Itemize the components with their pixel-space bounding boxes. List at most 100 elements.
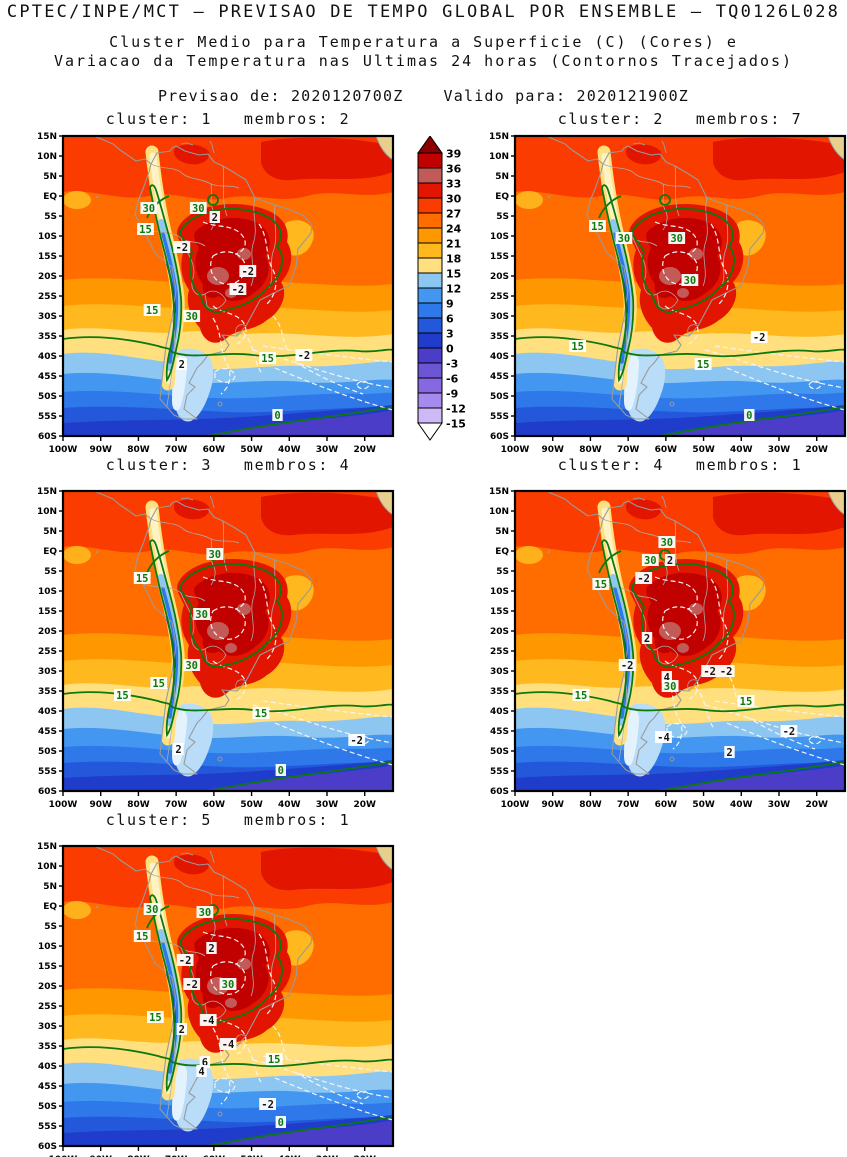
- svg-text:90W: 90W: [541, 800, 564, 810]
- svg-text:100W: 100W: [501, 445, 530, 455]
- svg-text:-2: -2: [298, 350, 311, 362]
- svg-text:-2: -2: [621, 660, 634, 672]
- svg-text:EQ: EQ: [495, 192, 509, 202]
- svg-text:36: 36: [446, 163, 462, 176]
- svg-text:35S: 35S: [490, 332, 509, 342]
- svg-text:15: 15: [149, 1012, 162, 1024]
- svg-text:90W: 90W: [89, 445, 112, 455]
- svg-text:-2: -2: [185, 979, 198, 991]
- page-title: CPTEC/INPE/MCT — PREVISAO DE TEMPO GLOBA…: [6, 2, 841, 22]
- svg-text:30: 30: [199, 907, 212, 919]
- svg-text:35S: 35S: [38, 1042, 57, 1052]
- svg-text:33: 33: [446, 178, 461, 191]
- svg-text:55S: 55S: [38, 1122, 57, 1132]
- svg-text:60W: 60W: [655, 800, 678, 810]
- map-cluster-4: 15N 10N 5N EQ 5S 10S 15S 20S 25S 30S 35S 40S 45S 50S 5…: [489, 487, 847, 810]
- svg-text:30: 30: [142, 203, 155, 215]
- svg-text:10N: 10N: [489, 152, 509, 162]
- svg-text:90W: 90W: [89, 800, 112, 810]
- svg-text:10N: 10N: [37, 862, 57, 872]
- svg-text:70W: 70W: [165, 800, 188, 810]
- svg-text:40S: 40S: [490, 352, 509, 362]
- svg-text:60S: 60S: [490, 432, 509, 442]
- map-cluster-5: 15N 10N 5N EQ 5S 10S 15S 20S 25S 30S 35S 40S 45S 50S 5…: [37, 842, 395, 1157]
- svg-text:50S: 50S: [38, 747, 57, 757]
- svg-text:15: 15: [591, 221, 604, 233]
- svg-text:5S: 5S: [496, 212, 509, 222]
- svg-text:24: 24: [446, 223, 462, 236]
- svg-text:50W: 50W: [692, 800, 715, 810]
- svg-text:70W: 70W: [165, 445, 188, 455]
- svg-text:15S: 15S: [38, 962, 57, 972]
- svg-text:15: 15: [116, 690, 129, 702]
- svg-text:2: 2: [726, 747, 732, 759]
- svg-text:4: 4: [664, 672, 670, 684]
- svg-text:50S: 50S: [490, 392, 509, 402]
- svg-text:-2: -2: [753, 332, 766, 344]
- map-cluster-2: 15N 10N 5N EQ 5S 10S 15S 20S 25S 30S 35S 40S 45S 50S 5…: [489, 132, 847, 455]
- svg-text:12: 12: [446, 283, 461, 296]
- svg-text:15: 15: [571, 341, 584, 353]
- svg-text:80W: 80W: [127, 800, 150, 810]
- svg-text:9: 9: [446, 298, 454, 311]
- svg-text:80W: 80W: [127, 1155, 150, 1157]
- svg-text:30: 30: [185, 660, 198, 672]
- svg-text:30W: 30W: [316, 445, 339, 455]
- svg-text:30W: 30W: [768, 800, 791, 810]
- svg-text:15: 15: [575, 690, 588, 702]
- svg-text:20S: 20S: [490, 627, 509, 637]
- svg-text:15S: 15S: [490, 252, 509, 262]
- svg-text:55S: 55S: [38, 767, 57, 777]
- svg-text:-2: -2: [175, 242, 188, 254]
- svg-text:-6: -6: [446, 373, 459, 386]
- forecast-times-line: Previsao de: 2020120700Z Valido para: 202…: [0, 87, 847, 105]
- svg-text:30S: 30S: [38, 667, 57, 677]
- svg-text:25S: 25S: [490, 647, 509, 657]
- svg-text:-3: -3: [446, 358, 458, 371]
- svg-text:25S: 25S: [38, 292, 57, 302]
- svg-text:-2: -2: [637, 573, 650, 585]
- svg-text:15: 15: [139, 224, 152, 236]
- svg-text:-2: -2: [261, 1099, 274, 1111]
- svg-text:15N: 15N: [37, 842, 57, 852]
- svg-text:EQ: EQ: [495, 547, 509, 557]
- svg-text:25S: 25S: [490, 292, 509, 302]
- svg-text:-4: -4: [657, 732, 670, 744]
- svg-text:80W: 80W: [579, 800, 602, 810]
- svg-text:15N: 15N: [489, 132, 509, 142]
- svg-text:10S: 10S: [490, 587, 509, 597]
- svg-text:30S: 30S: [38, 1022, 57, 1032]
- svg-text:20S: 20S: [38, 627, 57, 637]
- svg-text:3: 3: [446, 328, 454, 341]
- svg-text:55S: 55S: [38, 412, 57, 422]
- svg-text:15: 15: [268, 1054, 281, 1066]
- svg-text:10S: 10S: [38, 942, 57, 952]
- svg-text:90W: 90W: [89, 1155, 112, 1157]
- svg-text:45S: 45S: [38, 727, 57, 737]
- svg-text:40S: 40S: [38, 352, 57, 362]
- map-cluster-1: 15N 10N 5N EQ 5S 10S 15S 20S 25S 30S 35S 40S 45S 50S 5…: [37, 132, 395, 455]
- svg-text:20S: 20S: [38, 982, 57, 992]
- svg-text:60S: 60S: [38, 432, 57, 442]
- svg-text:-12: -12: [446, 403, 466, 416]
- svg-text:-2: -2: [783, 726, 796, 738]
- svg-text:25S: 25S: [38, 1002, 57, 1012]
- svg-text:30S: 30S: [490, 312, 509, 322]
- svg-text:2: 2: [644, 633, 650, 645]
- panel-title-cluster-4: cluster: 4 membros: 1: [557, 456, 803, 474]
- svg-text:0: 0: [278, 1117, 284, 1129]
- svg-text:0: 0: [274, 410, 280, 422]
- svg-text:20S: 20S: [490, 272, 509, 282]
- svg-text:50S: 50S: [490, 747, 509, 757]
- svg-text:30S: 30S: [490, 667, 509, 677]
- svg-text:45S: 45S: [38, 372, 57, 382]
- svg-text:40W: 40W: [278, 445, 301, 455]
- svg-text:39: 39: [446, 148, 461, 161]
- svg-text:10N: 10N: [37, 152, 57, 162]
- svg-text:15: 15: [697, 359, 710, 371]
- svg-text:6: 6: [202, 1057, 208, 1069]
- svg-text:15: 15: [594, 579, 607, 591]
- svg-text:10N: 10N: [37, 507, 57, 517]
- svg-text:50W: 50W: [692, 445, 715, 455]
